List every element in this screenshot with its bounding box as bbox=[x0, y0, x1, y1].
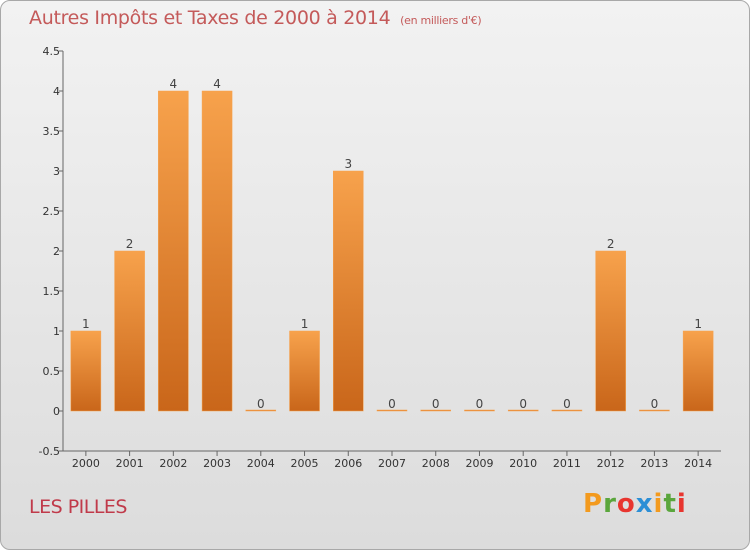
x-tick-label: 2012 bbox=[597, 457, 625, 470]
y-tick-label: 2 bbox=[53, 245, 60, 258]
logo-letter: i bbox=[676, 489, 687, 519]
y-tick-label: 0 bbox=[53, 405, 60, 418]
y-tick-label: 1.5 bbox=[43, 285, 61, 298]
y-tick-label: 0.5 bbox=[43, 365, 61, 378]
x-tick-label: 2008 bbox=[422, 457, 450, 470]
bar-2008 bbox=[420, 409, 451, 412]
logo-letter: r bbox=[603, 489, 617, 519]
y-tick-label: 4.5 bbox=[43, 45, 61, 58]
logo-letter: t bbox=[663, 489, 677, 519]
x-tick-label: 2001 bbox=[116, 457, 144, 470]
logo-letter: o bbox=[616, 489, 636, 519]
bar-2003 bbox=[201, 90, 233, 412]
x-tick-label: 2014 bbox=[684, 457, 712, 470]
y-tick-label: -0.5 bbox=[39, 445, 60, 458]
data-label: 0 bbox=[519, 397, 527, 411]
data-label: 0 bbox=[432, 397, 440, 411]
chart-subtitle: (en milliers d'€) bbox=[400, 14, 482, 27]
data-label: 1 bbox=[82, 317, 90, 331]
bar-2007 bbox=[376, 409, 408, 412]
data-label: 1 bbox=[301, 317, 309, 331]
data-label: 2 bbox=[126, 237, 134, 251]
x-tick-label: 2013 bbox=[640, 457, 668, 470]
data-label: 4 bbox=[170, 77, 178, 91]
bar-2004 bbox=[245, 409, 277, 412]
data-label: 1 bbox=[694, 317, 702, 331]
bar-2012 bbox=[595, 250, 626, 412]
chart-title: Autres Impôts et Taxes de 2000 à 2014 (e… bbox=[29, 7, 482, 29]
data-label: 2 bbox=[607, 237, 615, 251]
x-tick-label: 2005 bbox=[291, 457, 319, 470]
data-label: 0 bbox=[388, 397, 396, 411]
data-label: 0 bbox=[476, 397, 484, 411]
data-label: 0 bbox=[651, 397, 659, 411]
bar-2013 bbox=[639, 409, 670, 412]
logo-letter: x bbox=[635, 489, 654, 519]
bar-2010 bbox=[507, 409, 539, 412]
bar-2001 bbox=[114, 250, 145, 412]
bar-2000 bbox=[70, 330, 102, 412]
x-tick-label: 2007 bbox=[378, 457, 406, 470]
x-tick-label: 2002 bbox=[159, 457, 187, 470]
bar-2009 bbox=[464, 409, 495, 412]
bar-2014 bbox=[682, 330, 714, 412]
bar-2005 bbox=[289, 330, 320, 412]
x-tick-label: 2010 bbox=[509, 457, 537, 470]
data-label: 0 bbox=[563, 397, 571, 411]
y-tick-label: 1 bbox=[53, 325, 60, 338]
logo-letter: P bbox=[583, 489, 604, 519]
y-tick-label: 2.5 bbox=[43, 205, 61, 218]
bar-2011 bbox=[551, 409, 583, 412]
data-label: 0 bbox=[257, 397, 265, 411]
logo-letter: i bbox=[653, 489, 664, 519]
title-text: Autres Impôts et Taxes de 2000 à 2014 bbox=[29, 7, 391, 29]
y-tick-label: 4 bbox=[53, 85, 60, 98]
data-label: 3 bbox=[344, 157, 352, 171]
bar-2002 bbox=[158, 90, 189, 412]
place-name: LES PILLES bbox=[29, 496, 128, 518]
y-tick-label: 3.5 bbox=[43, 125, 61, 138]
x-tick-label: 2009 bbox=[465, 457, 493, 470]
x-tick-label: 2011 bbox=[553, 457, 581, 470]
x-tick-label: 2000 bbox=[72, 457, 100, 470]
data-label: 4 bbox=[213, 77, 221, 91]
x-tick-label: 2004 bbox=[247, 457, 275, 470]
x-tick-label: 2006 bbox=[334, 457, 362, 470]
proxiti-logo: Proxiti bbox=[583, 489, 687, 519]
x-tick-label: 2003 bbox=[203, 457, 231, 470]
y-tick-label: 3 bbox=[53, 165, 60, 178]
bar-2006 bbox=[333, 170, 364, 412]
